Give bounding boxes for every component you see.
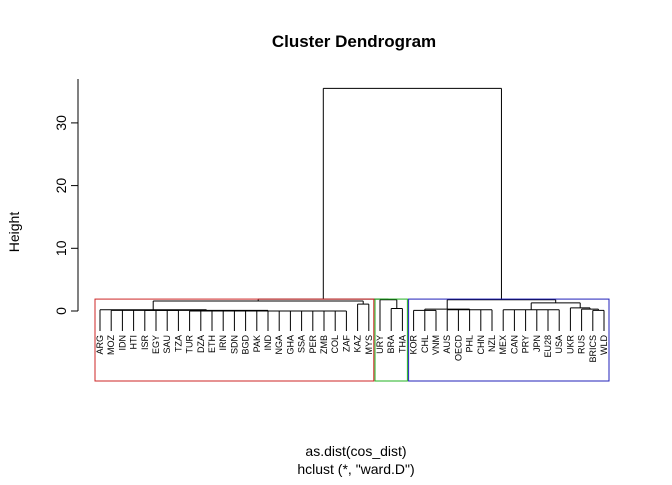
cluster-box: [374, 298, 408, 382]
leaf-label: TZA: [173, 335, 183, 352]
leaf-label: UKR: [565, 335, 575, 355]
leaf-label: RUS: [577, 335, 587, 354]
leaf-label: PRY: [521, 335, 531, 353]
leaf-label: JPN: [532, 335, 542, 352]
leaf-label: BRA: [386, 335, 396, 354]
leaf-label: ISR: [140, 335, 150, 351]
leaf-label: USA: [554, 335, 564, 354]
leaf-label: NZL: [487, 335, 497, 352]
leaf-label: URY: [375, 335, 385, 354]
leaf-label: IND: [263, 335, 273, 351]
cluster-box: [408, 298, 610, 382]
leaf-label: IRN: [218, 335, 228, 351]
leaf-label: KOR: [409, 335, 419, 355]
leaf-label: SAU: [162, 335, 172, 354]
leaf-label: SDN: [229, 335, 239, 354]
leaf-label: CHL: [420, 335, 430, 353]
leaf-label: OECD: [453, 335, 463, 362]
leaf-label: SSA: [297, 335, 307, 353]
leaf-label: MOZ: [106, 335, 116, 355]
y-tick-label: 20: [53, 178, 69, 194]
leaf-label: CAN: [509, 335, 519, 354]
leaf-label: THA: [397, 335, 407, 353]
subtitle: hclust (*, "ward.D"): [297, 461, 414, 477]
leaf-label: WLD: [599, 335, 609, 356]
leaf-label: MYS: [364, 335, 374, 355]
leaf-label: EGY: [151, 335, 161, 354]
leaf-label: ETH: [207, 335, 217, 353]
leaf-label: BGD: [241, 335, 251, 355]
leaf-label: COL: [330, 335, 340, 354]
leaf-label: KAZ: [353, 335, 363, 353]
leaf-label: PER: [308, 335, 318, 354]
leaf-label: PHL: [465, 335, 475, 353]
y-tick-label: 0: [53, 307, 69, 315]
x-axis-label: as.dist(cos_dist): [305, 443, 406, 459]
leaf-label: NGA: [274, 335, 284, 355]
leaf-label: DZA: [196, 335, 206, 353]
leaf-label: ZAF: [341, 334, 351, 352]
leaf-label: IDN: [117, 335, 127, 351]
leaf-label: MEX: [498, 335, 508, 355]
chart-title: Cluster Dendrogram: [272, 32, 436, 51]
y-axis-label: Height: [6, 212, 22, 253]
leaf-label: TUR: [185, 335, 195, 354]
leaf-label: EU28: [543, 335, 553, 358]
leaf-label: AUS: [442, 335, 452, 354]
leaf-label: CHN: [476, 335, 486, 355]
leaf-label: BRICS: [588, 335, 598, 363]
leaf-label: PAK: [252, 335, 262, 352]
y-tick-label: 30: [53, 115, 69, 131]
cluster-box: [94, 298, 375, 382]
leaf-label: ARG: [95, 335, 105, 355]
leaf-label: ZMB: [319, 335, 329, 354]
leaf-label: GHA: [285, 335, 295, 355]
leaf-label: VNM: [431, 335, 441, 355]
y-tick-label: 10: [53, 240, 69, 256]
leaf-label: HTI: [129, 335, 139, 350]
